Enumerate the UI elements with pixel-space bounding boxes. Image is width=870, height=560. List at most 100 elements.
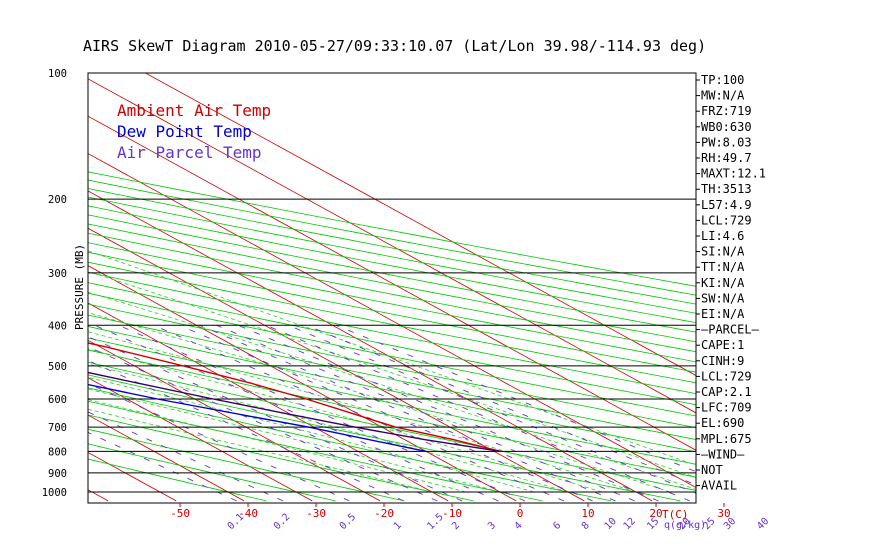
side-panel-item: –WIND– (701, 447, 745, 461)
pressure-tick-label: 700 (48, 422, 67, 434)
mixing-ratio-tick-label: 1 (392, 520, 404, 532)
bottom-temp-tick-label: 30 (717, 507, 730, 520)
moist-adiabat-line (88, 388, 501, 493)
isotherm-line (88, 265, 517, 502)
side-panel-item: AVAIL (701, 479, 737, 493)
side-panel-item: WB0:630 (701, 120, 752, 134)
dry-adiabat-line (88, 337, 696, 465)
side-panel-item: LFC:709 (701, 401, 752, 415)
legend-item-ambient: Ambient Air Temp (117, 101, 271, 120)
mixing-ratio-line (288, 324, 696, 494)
side-panel-item: EL:690 (701, 416, 744, 430)
mixing-ratio-tick-label: 40 (755, 516, 771, 532)
legend-item-dewpoint: Dew Point Temp (117, 122, 252, 141)
mixing-ratio-tick-label: 2 (450, 520, 462, 532)
bottom-temp-tick-label: -50 (170, 507, 190, 520)
dry-adiabat-line (88, 292, 696, 417)
bottom-temp-tick-label: -30 (306, 507, 326, 520)
bottom-temp-tick-label: 20 (649, 507, 662, 520)
mixing-ratio-tick-label: 0.2 (272, 512, 293, 533)
mixing-ratio-line (88, 411, 284, 502)
side-panel-item: –PARCEL– (701, 323, 760, 337)
dry-adiabat-line (88, 282, 696, 406)
bottom-temp-tick-label: -20 (374, 507, 394, 520)
moist-adiabat-line (88, 399, 467, 493)
isotherm-line (88, 377, 313, 502)
side-panel-item: SI:N/A (701, 245, 745, 259)
moist-adiabat-line (88, 363, 569, 493)
dewpoint-line (88, 383, 427, 453)
dry-adiabat-line (88, 179, 696, 296)
y-axis-label: PRESSURE (MB) (73, 244, 86, 330)
mixing-ratio-tick-label: 12 (622, 516, 638, 532)
dry-adiabat-line (88, 400, 543, 502)
bottom-temp-tick-label: -40 (238, 507, 258, 520)
side-panel-item: L57:4.9 (701, 198, 752, 212)
pressure-tick-label: 800 (48, 446, 67, 458)
chart-title: AIRS SkewT Diagram 2010-05-27/09:33:10.0… (83, 37, 706, 55)
side-panel-item: TP:100 (701, 73, 744, 87)
mixing-ratio-line (179, 324, 593, 502)
pressure-tick-label: 100 (48, 68, 67, 80)
dry-adiabat-line (88, 223, 696, 343)
mixing-ratio-line (153, 324, 565, 502)
dry-adiabat-line (88, 205, 696, 324)
side-panel-item: LI:4.6 (701, 229, 744, 243)
side-panel-item: PW:8.03 (701, 135, 752, 149)
dry-adiabat-line (88, 361, 696, 491)
isotherm-line (88, 227, 585, 502)
mixing-ratio-line (118, 324, 526, 502)
moist-adiabat-line (88, 312, 671, 493)
side-panel-item: MPL:675 (701, 432, 752, 446)
isotherm-line (88, 153, 696, 489)
dry-adiabat-line (88, 414, 474, 502)
mixing-ratio-line (88, 431, 237, 502)
side-panel-item: LCL:729 (701, 369, 752, 383)
pressure-tick-label: 500 (48, 361, 67, 373)
side-panel-item: MAXT:12.1 (701, 167, 766, 181)
x-axis-label: T(C) (662, 508, 689, 521)
dry-adiabat-line (88, 303, 696, 429)
isotherm-line (88, 78, 696, 414)
dry-adiabat-line (88, 232, 696, 353)
dry-adiabat-line (88, 188, 696, 305)
mixing-ratio-line (88, 336, 463, 502)
side-panel-item: FRZ:719 (701, 104, 752, 118)
mixing-ratio-tick-label: 6 (551, 520, 563, 532)
pressure-tick-label: 900 (48, 468, 67, 480)
mixing-ratio-tick-label: 10 (603, 516, 619, 532)
side-panel-item: NOT (701, 463, 723, 477)
dry-adiabat-line (88, 326, 696, 453)
mixing-ratio-line (88, 346, 438, 502)
dry-adiabat-line (88, 428, 405, 502)
mixing-ratio-line (237, 324, 659, 502)
isotherm-line (88, 190, 653, 502)
side-panel-item: CAP:2.1 (701, 385, 752, 399)
isotherm-line (88, 302, 449, 502)
side-panel-item: SW:N/A (701, 291, 745, 305)
side-panel-item: CINH:9 (701, 354, 744, 368)
dry-adiabat-line (88, 458, 267, 502)
mixing-ratio-tick-label: 0.5 (338, 512, 359, 533)
side-panel-item: MW:N/A (701, 89, 745, 103)
background-grid (88, 73, 696, 502)
legend-item-parcel: Air Parcel Temp (117, 143, 262, 162)
mixing-ratio-line (306, 324, 696, 486)
side-panel-item: CAPE:1 (701, 338, 744, 352)
bottom-temp-tick-label: 0 (517, 507, 524, 520)
dry-adiabat-line (88, 443, 336, 502)
side-panel-item: LCL:729 (701, 213, 752, 227)
pressure-tick-label: 400 (48, 320, 67, 332)
dry-adiabat-line (88, 271, 696, 395)
dry-adiabat-line (88, 196, 696, 314)
mixing-ratio-line (216, 324, 635, 502)
moist-adiabat-line (88, 331, 637, 493)
pressure-tick-label: 1000 (42, 487, 67, 499)
mixing-ratio-line (88, 360, 404, 502)
profile-lines (88, 342, 502, 453)
isotherm-line (88, 414, 245, 502)
bottom-temp-tick-label: 10 (581, 507, 594, 520)
mixing-ratio-tick-label: 8 (580, 520, 592, 532)
mixing-ratio-line (265, 324, 690, 502)
